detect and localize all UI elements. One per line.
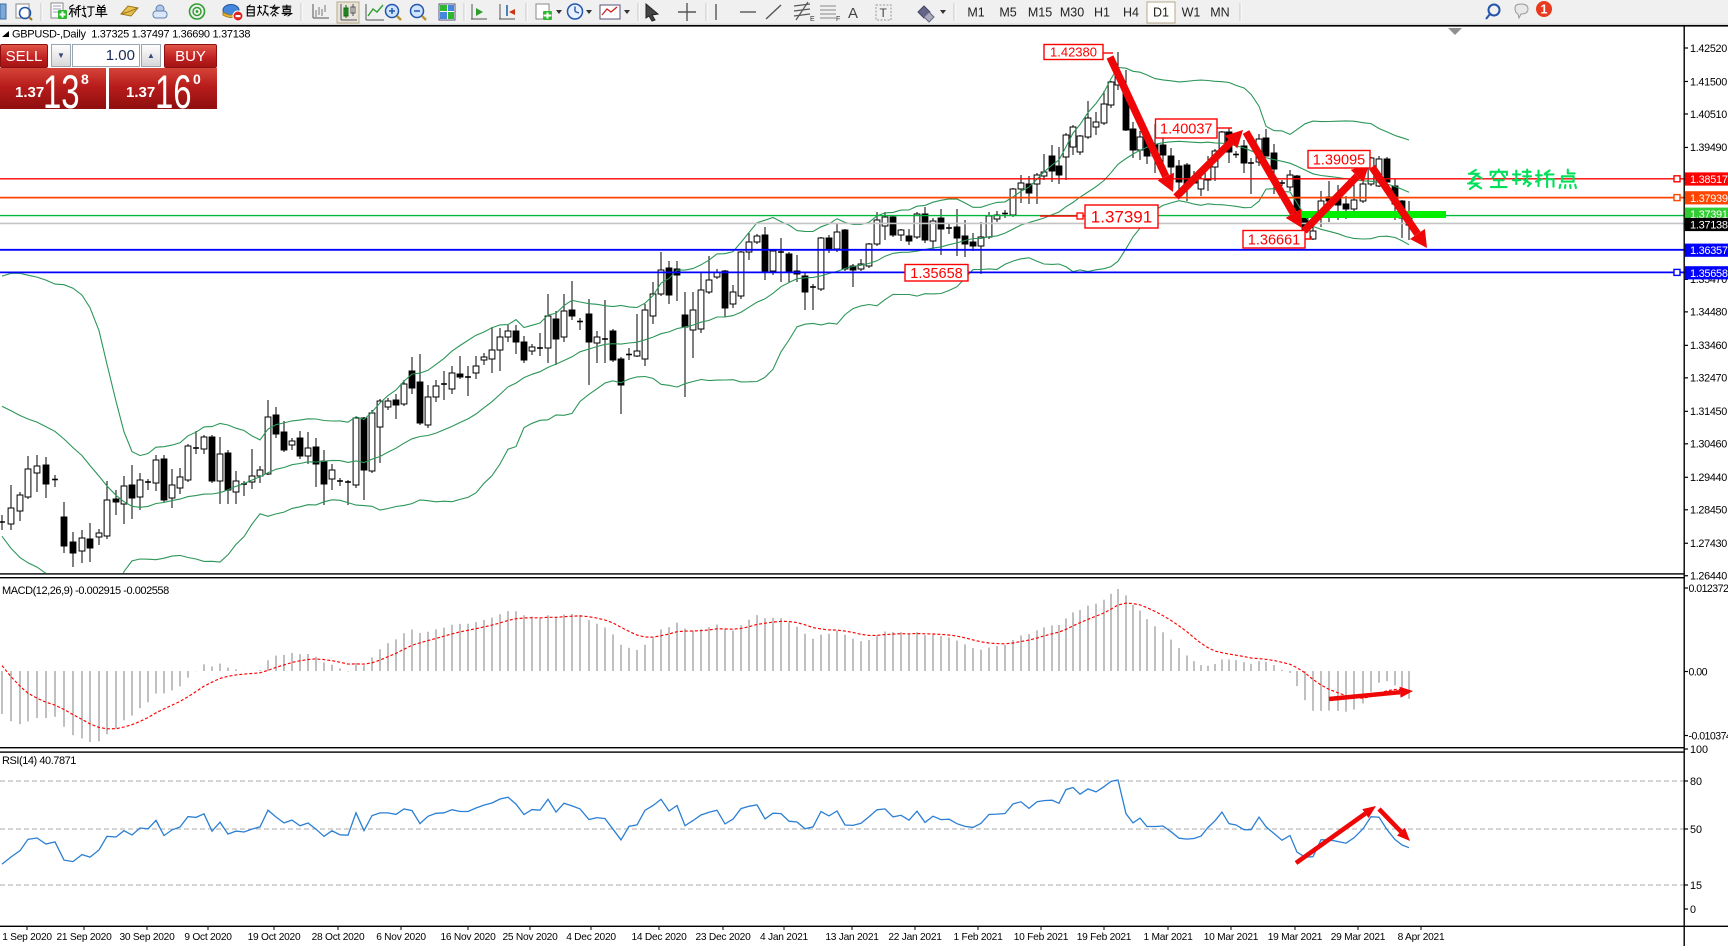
svg-text:16 Nov 2020: 16 Nov 2020 [440,932,496,943]
svg-text:0.00: 0.00 [1689,666,1708,678]
svg-text:13 Jan 2021: 13 Jan 2021 [825,932,879,943]
svg-text:1.29440: 1.29440 [1690,472,1727,484]
svg-text:1.37939: 1.37939 [1690,193,1728,205]
svg-text:10 Mar 2021: 10 Mar 2021 [1204,932,1259,943]
svg-text:1.38517: 1.38517 [1690,174,1728,186]
svg-text:14 Dec 2020: 14 Dec 2020 [631,932,687,943]
svg-text:25 Nov 2020: 25 Nov 2020 [502,932,558,943]
svg-text:4 Jan 2021: 4 Jan 2021 [760,932,808,943]
svg-text:1.26440: 1.26440 [1690,571,1727,583]
svg-text:1.39095: 1.39095 [1313,152,1365,168]
svg-text:1 Mar 2021: 1 Mar 2021 [1143,932,1193,943]
svg-text:15: 15 [1690,880,1702,892]
svg-text:19 Feb 2021: 19 Feb 2021 [1077,932,1132,943]
svg-text:30 Sep 2020: 30 Sep 2020 [119,932,175,943]
svg-text:GBPUSD-,Daily 1.37325 1.37497: GBPUSD-,Daily 1.37325 1.37497 1.36690 1.… [12,29,250,41]
svg-text:1.40510: 1.40510 [1690,109,1727,121]
svg-text:1.37138: 1.37138 [1690,220,1728,232]
svg-text:1.36661: 1.36661 [1248,232,1300,248]
svg-text:1.31450: 1.31450 [1690,406,1727,418]
svg-text:8 Apr 2021: 8 Apr 2021 [1398,932,1445,943]
svg-text:80: 80 [1690,776,1702,788]
svg-text:0.012372: 0.012372 [1689,583,1728,595]
svg-text:4 Dec 2020: 4 Dec 2020 [566,932,616,943]
svg-text:6 Nov 2020: 6 Nov 2020 [376,932,426,943]
svg-text:50: 50 [1690,824,1702,836]
svg-text:19 Mar 2021: 19 Mar 2021 [1268,932,1323,943]
svg-text:1.36357: 1.36357 [1690,245,1728,257]
svg-text:1.35658: 1.35658 [910,266,962,282]
svg-text:10 Feb 2021: 10 Feb 2021 [1014,932,1069,943]
svg-text:1.37391: 1.37391 [1091,208,1152,227]
svg-text:1 Sep 2020: 1 Sep 2020 [2,932,52,943]
svg-text:100: 100 [1690,744,1708,756]
svg-text:MACD(12,26,9) -0.002915 -0.002: MACD(12,26,9) -0.002915 -0.002558 [2,585,169,597]
svg-text:1 Feb 2021: 1 Feb 2021 [953,932,1003,943]
svg-text:9 Oct 2020: 9 Oct 2020 [184,932,232,943]
svg-text:21 Sep 2020: 21 Sep 2020 [56,932,112,943]
svg-text:1.32470: 1.32470 [1690,373,1727,385]
svg-text:RSI(14) 40.7871: RSI(14) 40.7871 [2,755,76,767]
svg-text:1.27430: 1.27430 [1690,538,1727,550]
svg-text:1.40037: 1.40037 [1160,122,1212,138]
svg-text:1.42380: 1.42380 [1050,45,1097,60]
svg-text:1.42520: 1.42520 [1690,43,1727,55]
svg-text:1.39490: 1.39490 [1690,142,1727,154]
svg-text:1.33460: 1.33460 [1690,340,1727,352]
svg-text:1.30460: 1.30460 [1690,439,1727,451]
svg-text:1.34480: 1.34480 [1690,307,1727,319]
svg-text:1.28450: 1.28450 [1690,505,1727,517]
svg-text:1.41500: 1.41500 [1690,76,1727,88]
svg-text:0: 0 [1690,904,1696,916]
svg-text:19 Oct 2020: 19 Oct 2020 [248,932,301,943]
svg-text:22 Jan 2021: 22 Jan 2021 [888,932,942,943]
svg-text:28 Oct 2020: 28 Oct 2020 [312,932,365,943]
svg-text:29 Mar 2021: 29 Mar 2021 [1331,932,1386,943]
svg-text:-0.010374: -0.010374 [1689,730,1728,742]
svg-text:23 Dec 2020: 23 Dec 2020 [695,932,751,943]
svg-text:1.35658: 1.35658 [1690,268,1728,280]
